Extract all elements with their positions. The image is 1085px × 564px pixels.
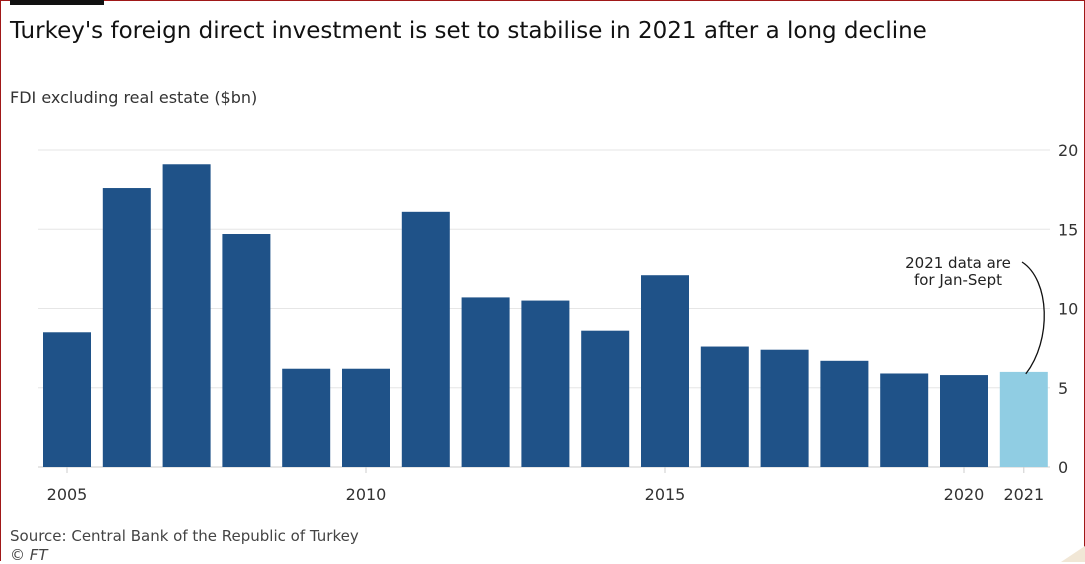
bar-2020 [940, 375, 988, 467]
bar-2007 [163, 164, 211, 467]
bar-2019 [880, 373, 928, 467]
bar-2010 [342, 369, 390, 467]
x-tick-label: 2020 [944, 485, 985, 504]
bar-2014 [581, 331, 629, 467]
bar-2013 [521, 301, 569, 467]
y-tick-label: 10 [1058, 300, 1078, 319]
y-tick-label: 20 [1058, 141, 1078, 160]
y-tick-label: 0 [1058, 458, 1068, 477]
source-note: Source: Central Bank of the Republic of … [10, 527, 359, 545]
bar-2015 [641, 275, 689, 467]
y-tick-label: 15 [1058, 220, 1078, 239]
y-tick-label: 5 [1058, 379, 1068, 398]
copyright-credit: © FT [10, 546, 48, 564]
y-tick-labels: 0 5 10 15 20 [1058, 141, 1078, 477]
bar-2016 [701, 347, 749, 467]
x-tick-labels: 2005 2010 2015 2020 2021 [47, 467, 1045, 504]
x-tick-label: 2005 [47, 485, 88, 504]
annotation-connector [1022, 262, 1044, 374]
annotation-text: for Jan-Sept [914, 271, 1002, 289]
x-tick-label: 2015 [645, 485, 686, 504]
bar-2006 [103, 188, 151, 467]
bars [43, 164, 1048, 467]
bar-2012 [462, 297, 510, 467]
bar-2011 [402, 212, 450, 467]
x-tick-label: 2010 [346, 485, 387, 504]
bar-2018 [820, 361, 868, 467]
bar-2021 [1000, 372, 1048, 467]
corner-decoration [1057, 546, 1085, 562]
annotation-text: 2021 data are [905, 254, 1011, 272]
bar-2008 [222, 234, 270, 467]
bar-2005 [43, 332, 91, 467]
bar-2009 [282, 369, 330, 467]
x-tick-label: 2021 [1003, 485, 1044, 504]
bar-2017 [761, 350, 809, 467]
